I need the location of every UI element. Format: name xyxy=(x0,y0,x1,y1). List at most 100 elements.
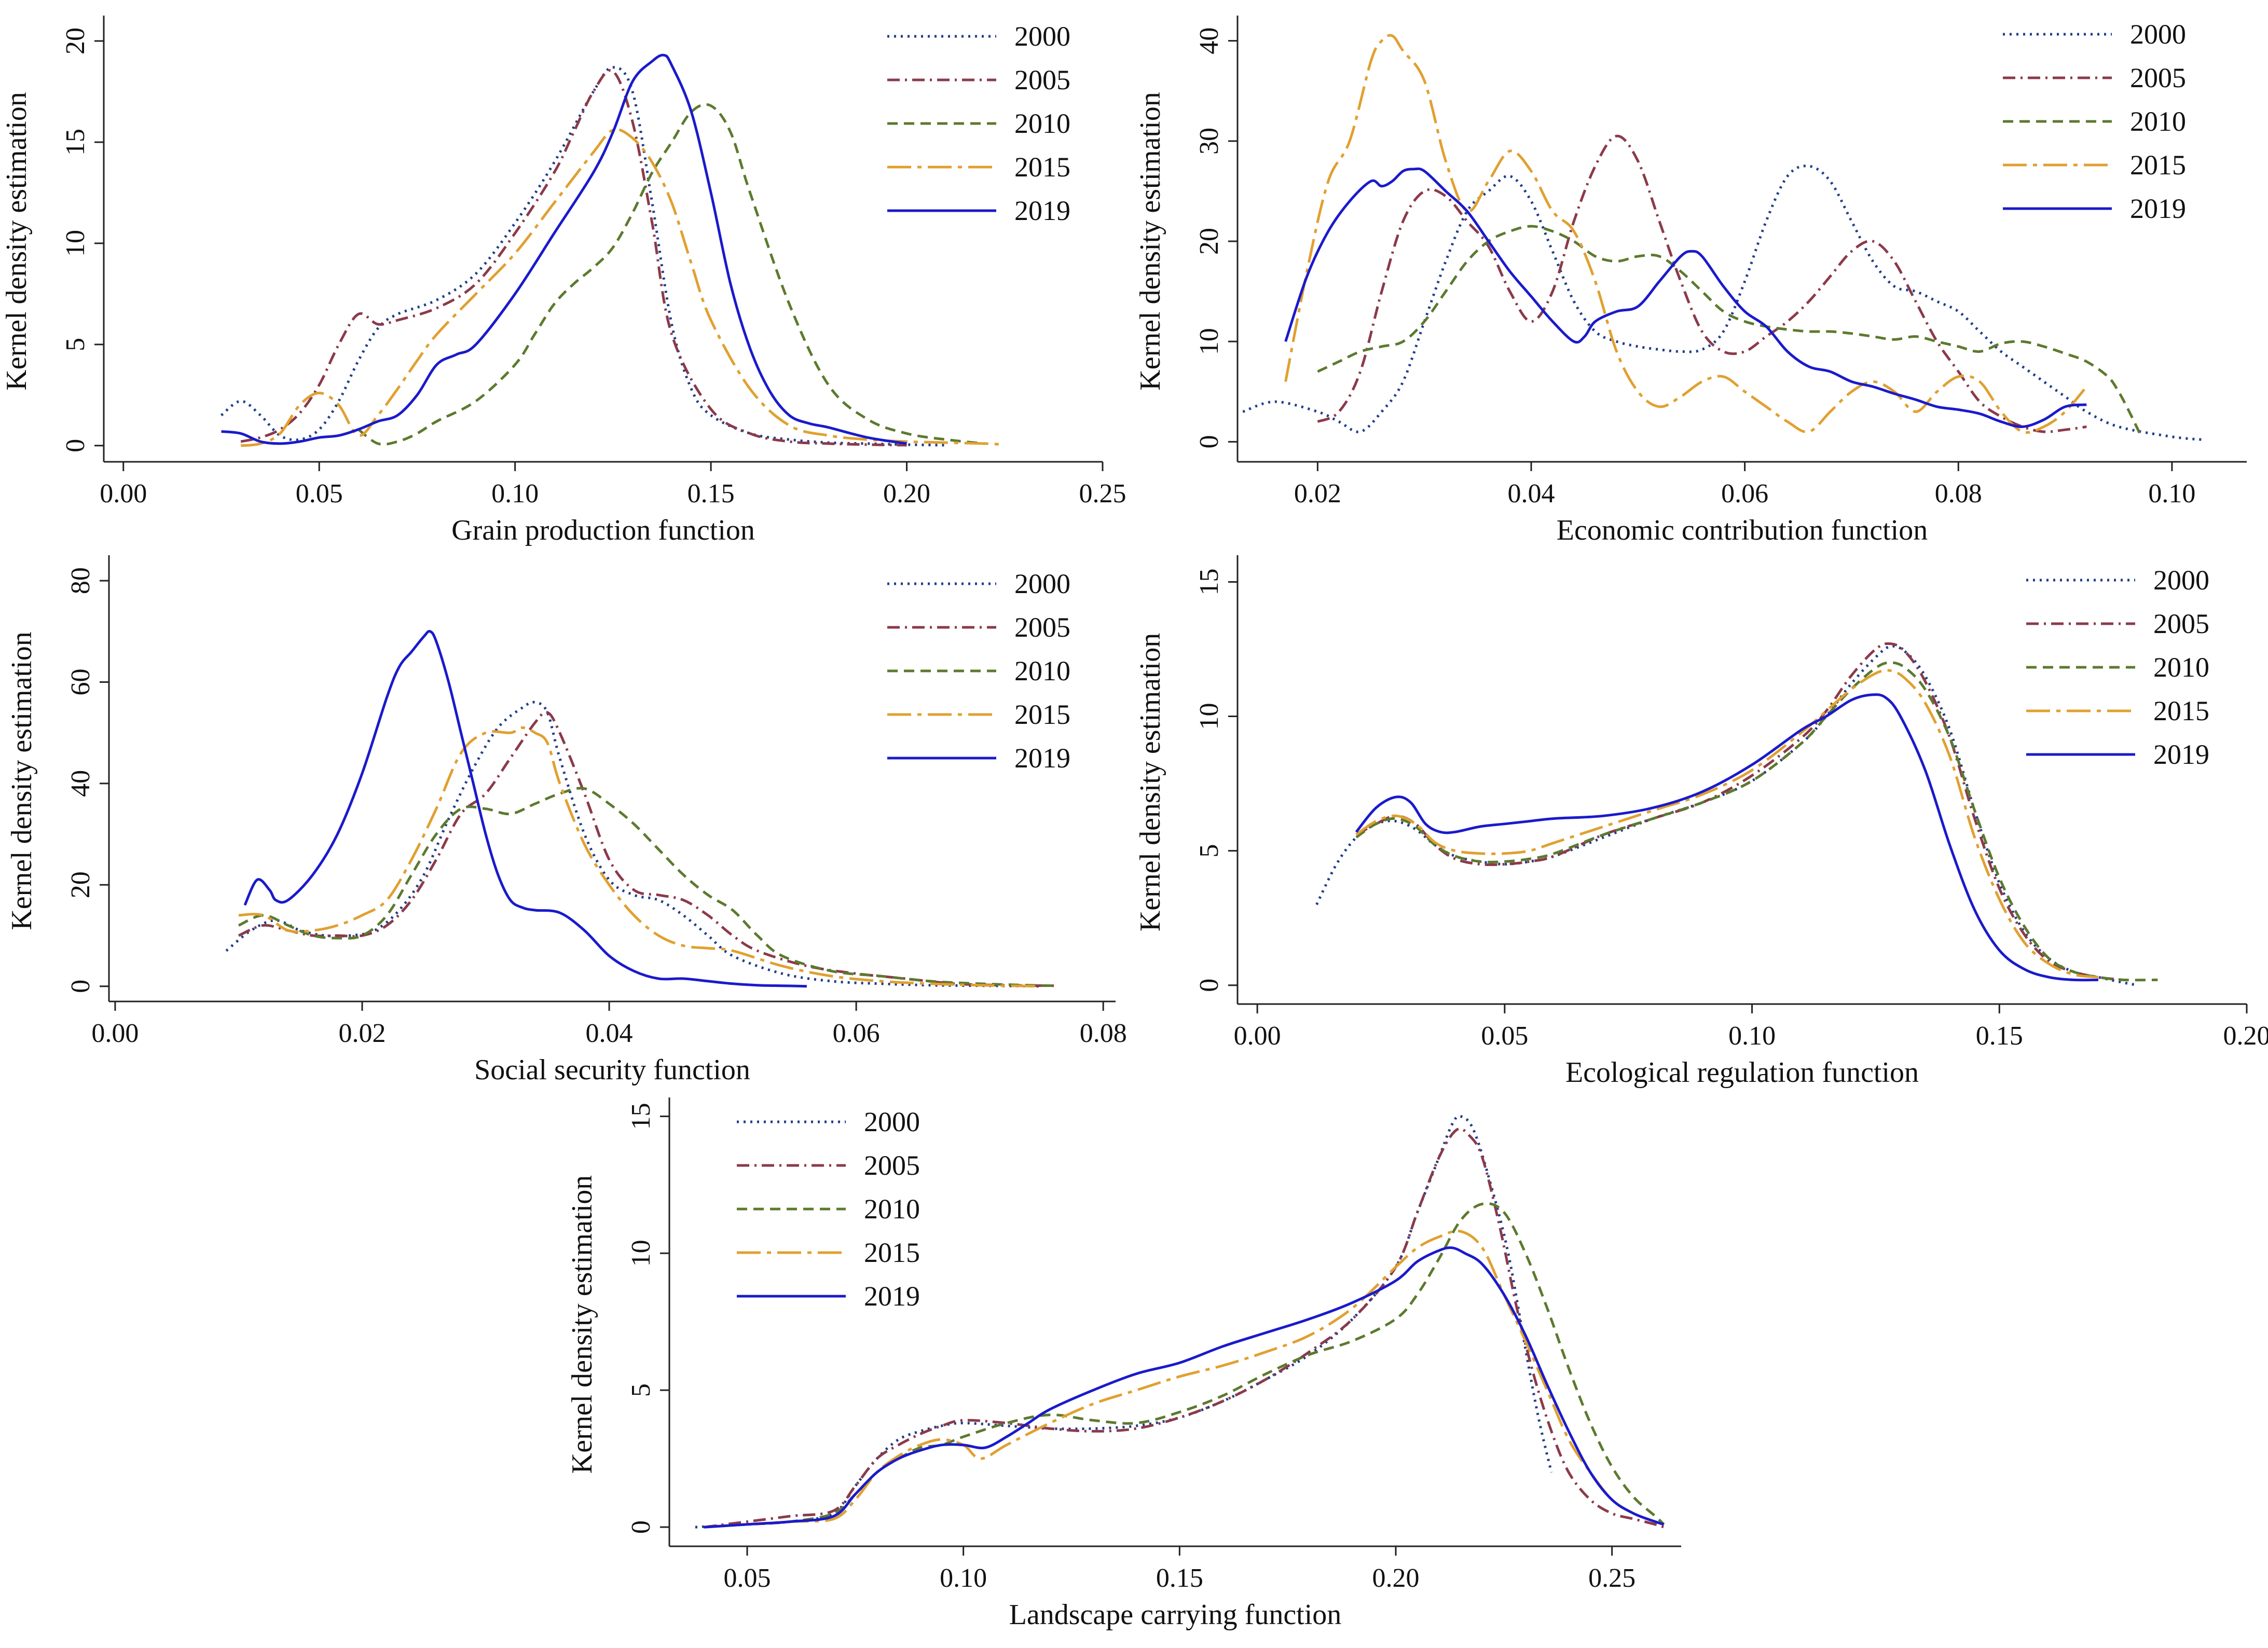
x-tick-label: 0.05 xyxy=(296,479,343,509)
legend-label-2015: 2015 xyxy=(2130,149,2186,181)
y-tick-label: 10 xyxy=(1194,703,1224,730)
kde-panel-5: 0.05 0.10 0.15 0.20 0.25 0 5 10 15 Landscape carr… xyxy=(566,1097,1681,1631)
y-tick-label: 30 xyxy=(1194,128,1224,155)
kde-panel-4: 0.00 0.05 0.10 0.15 0.20 0 5 10 15 Ecological reg… xyxy=(1134,555,2268,1089)
series-line-2010 xyxy=(238,787,1054,987)
y-tick-label: 80 xyxy=(66,567,95,594)
x-tick-label: 0.15 xyxy=(1976,1021,2023,1051)
x-tick-label: 0.08 xyxy=(1935,479,1982,509)
y-tick-label: 15 xyxy=(1194,568,1224,595)
y-axis-title: Kernel density estimation xyxy=(1,92,33,390)
legend-label-2019: 2019 xyxy=(864,1281,920,1312)
x-tick-label: 0.05 xyxy=(724,1563,771,1593)
x-tick-label: 0.20 xyxy=(2223,1021,2268,1051)
legend-label-2000: 2000 xyxy=(2130,19,2186,50)
x-tick-label: 0.10 xyxy=(1728,1021,1776,1051)
x-tick-label: 0.04 xyxy=(1508,479,1555,509)
y-tick-label: 0 xyxy=(626,1520,656,1534)
legend-label-2010: 2010 xyxy=(1014,108,1070,139)
series-line-2000 xyxy=(220,66,946,447)
kde-panel-3: 0.00 0.02 0.04 0.06 0.08 0 20 40 60 80 Social secu… xyxy=(6,555,1127,1086)
kde-panel-1: 0.00 0.05 0.10 0.15 0.20 0.25 0 5 10 15 20 Grain pr… xyxy=(1,16,1126,546)
series-line-2015 xyxy=(1355,669,2099,979)
legend-label-2019: 2019 xyxy=(2130,193,2186,224)
legend-label-2010: 2010 xyxy=(864,1193,920,1225)
y-tick-label: 10 xyxy=(1194,328,1224,355)
series-line-2015 xyxy=(238,726,1042,988)
legend-label-2010: 2010 xyxy=(1014,655,1070,686)
series-line-2005 xyxy=(240,69,907,447)
x-axis-title: Landscape carrying function xyxy=(1009,1599,1342,1631)
x-tick-label: 0.06 xyxy=(833,1019,880,1048)
series-line-2010 xyxy=(1317,225,2141,435)
legend: 2000 2005 2010 2015 2019 xyxy=(2026,565,2209,770)
legend: 2000 2005 2010 2015 2019 xyxy=(737,1106,920,1312)
series-line-2005 xyxy=(704,1127,1665,1529)
x-tick-label: 0.20 xyxy=(1372,1563,1420,1593)
series-line-2019 xyxy=(1284,167,2087,428)
x-tick-label: 0.25 xyxy=(1588,1563,1635,1593)
x-axis-title: Social security function xyxy=(474,1054,750,1086)
x-tick-label: 0.04 xyxy=(586,1019,633,1048)
series-line-2019 xyxy=(243,630,807,988)
legend-label-2005: 2005 xyxy=(864,1150,920,1181)
legend-label-2019: 2019 xyxy=(1014,195,1070,226)
series-line-2019 xyxy=(1355,693,2099,982)
legend-label-2000: 2000 xyxy=(1014,21,1070,52)
y-tick-label: 15 xyxy=(61,129,90,156)
y-tick-label: 0 xyxy=(61,439,90,452)
y-tick-label: 60 xyxy=(66,668,95,695)
legend-label-2019: 2019 xyxy=(2153,739,2209,770)
series-line-2010 xyxy=(1355,661,2158,982)
legend-label-2015: 2015 xyxy=(1014,152,1070,183)
legend-label-2015: 2015 xyxy=(864,1237,920,1268)
y-tick-label: 15 xyxy=(626,1103,656,1130)
y-tick-label: 10 xyxy=(61,230,90,257)
y-tick-label: 20 xyxy=(66,871,95,898)
x-axis-title: Economic contribution function xyxy=(1557,514,1928,546)
x-tick-label: 0.10 xyxy=(491,479,539,509)
x-axis-title: Ecological regulation function xyxy=(1565,1056,1919,1089)
series-line-2000 xyxy=(1242,164,2204,441)
legend-label-2005: 2005 xyxy=(1014,612,1070,643)
x-tick-label: 0.10 xyxy=(2148,479,2195,509)
y-axis-title: Kernel density estimation xyxy=(566,1175,598,1474)
legend: 2000 2005 2010 2015 2019 xyxy=(887,21,1070,226)
legend-label-2010: 2010 xyxy=(2130,106,2186,137)
y-tick-label: 0 xyxy=(1194,435,1224,448)
series-line-2019 xyxy=(221,53,907,445)
x-tick-label: 0.06 xyxy=(1721,479,1768,509)
y-axis-title: Kernel density estimation xyxy=(1134,92,1166,390)
y-tick-label: 5 xyxy=(1194,844,1224,858)
y-tick-label: 5 xyxy=(61,338,90,351)
legend-label-2005: 2005 xyxy=(1014,64,1070,95)
x-tick-label: 0.02 xyxy=(338,1019,386,1048)
y-tick-label: 40 xyxy=(1194,28,1224,54)
y-tick-label: 40 xyxy=(66,770,95,797)
legend: 2000 2005 2010 2015 2019 xyxy=(2003,19,2186,224)
legend-label-2000: 2000 xyxy=(2153,565,2209,596)
x-tick-label: 0.10 xyxy=(940,1563,987,1593)
y-axis-title: Kernel density estimation xyxy=(1134,633,1166,931)
legend-label-2000: 2000 xyxy=(1014,568,1070,599)
legend-label-2019: 2019 xyxy=(1014,743,1070,774)
kde-panel-2: 0.02 0.04 0.06 0.08 0.10 0 10 20 30 40 Economic co… xyxy=(1134,16,2247,546)
legend-label-2010: 2010 xyxy=(2153,652,2209,683)
x-tick-label: 0.08 xyxy=(1080,1019,1127,1048)
legend-label-2015: 2015 xyxy=(2153,695,2209,726)
x-axis-title: Grain production function xyxy=(451,514,755,546)
x-tick-label: 0.00 xyxy=(1234,1021,1281,1051)
series-line-2005 xyxy=(1355,642,2123,981)
y-tick-label: 0 xyxy=(66,980,95,993)
x-tick-label: 0.15 xyxy=(688,479,735,509)
series-line-2015 xyxy=(1284,34,2088,434)
series-line-2005 xyxy=(1317,134,2087,433)
y-tick-label: 20 xyxy=(1194,228,1224,255)
legend-label-2005: 2005 xyxy=(2153,608,2209,639)
legend-label-2005: 2005 xyxy=(2130,62,2186,93)
x-tick-label: 0.00 xyxy=(91,1019,139,1048)
x-tick-label: 0.15 xyxy=(1156,1563,1203,1593)
x-tick-label: 0.05 xyxy=(1481,1021,1528,1051)
legend: 2000 2005 2010 2015 2019 xyxy=(887,568,1070,774)
